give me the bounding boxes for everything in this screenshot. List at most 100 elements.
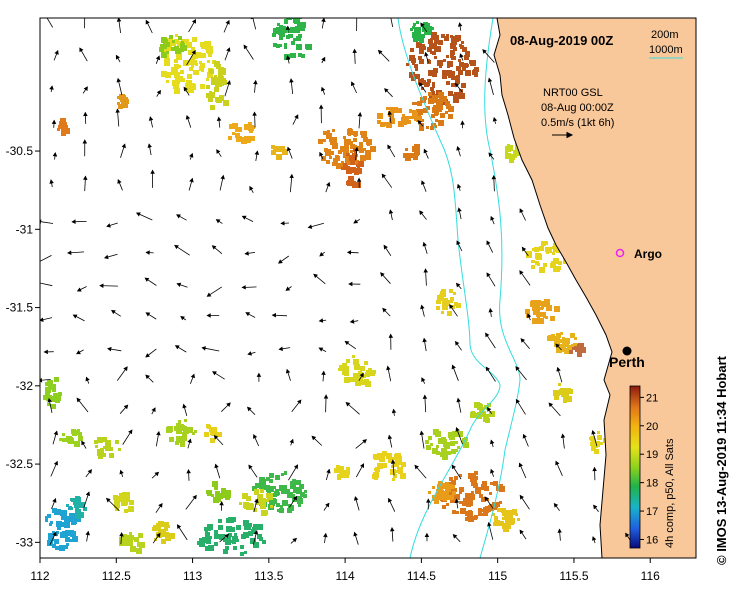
sst-pixel — [427, 60, 431, 64]
sst-pixel — [358, 161, 364, 167]
sst-pixel — [370, 146, 376, 152]
sst-pixel — [223, 549, 228, 554]
sst-pixel — [359, 148, 364, 153]
sst-pixel — [553, 243, 558, 248]
sst-pixel — [441, 289, 446, 294]
sst-pixel — [426, 445, 431, 450]
sst-pixel — [566, 396, 572, 402]
current-vector-head — [214, 463, 219, 469]
sst-pixel — [367, 143, 370, 146]
current-vector-head — [419, 430, 425, 436]
sst-pixel — [452, 488, 456, 492]
sst-pixel — [258, 535, 262, 539]
sst-pixel — [354, 151, 357, 154]
sst-pixel — [412, 26, 415, 29]
sst-pixel — [269, 493, 273, 497]
sst-pixel — [438, 481, 443, 486]
sst-pixel — [207, 525, 212, 530]
sst-pixel — [215, 493, 218, 496]
sst-pixel — [478, 512, 482, 516]
sst-pixel — [456, 511, 459, 514]
sst-pixel — [176, 423, 181, 428]
current-vector-head — [225, 19, 230, 25]
sst-pixel — [206, 539, 211, 544]
sst-pixel — [401, 462, 406, 467]
sst-pixel — [552, 246, 555, 249]
current-vector-head — [278, 346, 283, 351]
sst-pixel — [550, 263, 555, 268]
sst-pixel — [290, 53, 293, 56]
sst-pixel — [214, 530, 218, 534]
current-vector-head — [182, 403, 187, 409]
sst-pixel — [52, 508, 57, 513]
sst-pixel — [79, 513, 84, 518]
sst-pixel — [342, 370, 347, 375]
sst-pixel — [219, 534, 225, 540]
colorbar-tick-label: 19 — [646, 449, 658, 461]
current-vector-head — [253, 434, 258, 439]
sst-pixel — [95, 445, 98, 448]
sst-pixel — [419, 38, 424, 43]
sst-pixel — [60, 118, 66, 124]
current-vector-head — [451, 464, 456, 470]
current-vector-head — [246, 406, 252, 412]
sst-pixel — [284, 43, 287, 46]
sst-pixel — [277, 23, 280, 26]
sst-pixel — [248, 523, 252, 527]
sst-pixel — [206, 85, 210, 89]
sst-pixel — [136, 548, 142, 554]
sst-pixel — [56, 509, 61, 514]
sst-pixel — [455, 449, 458, 452]
sst-pixel — [341, 366, 346, 371]
sst-pixel — [164, 46, 167, 49]
sst-pixel — [274, 491, 279, 496]
current-vector-head — [286, 146, 292, 152]
sst-pixel — [298, 504, 301, 507]
sst-pixel — [492, 505, 497, 510]
sst-pixel — [463, 498, 468, 503]
lat-tick-label: -31.5 — [6, 301, 34, 315]
sst-pixel — [257, 524, 263, 530]
sst-pixel — [45, 387, 51, 393]
sst-pixel — [199, 541, 205, 547]
current-vector-head — [83, 86, 88, 92]
current-vector-head — [83, 12, 86, 15]
sst-pixel — [326, 160, 330, 164]
current-vector-head — [452, 533, 458, 539]
sst-pixel — [458, 59, 461, 62]
current-vector — [46, 18, 54, 28]
sst-pixel — [388, 457, 394, 463]
sst-pixel — [455, 441, 458, 444]
sst-pixel — [444, 36, 449, 41]
sst-pixel — [468, 473, 474, 479]
sst-pixel — [504, 514, 510, 520]
sst-pixel — [223, 100, 229, 106]
sst-pixel — [438, 105, 443, 110]
sst-pixel — [54, 377, 59, 382]
sst-pixel — [232, 132, 235, 135]
sst-pixel — [534, 247, 539, 252]
sst-pixel — [254, 489, 259, 494]
sst-pixel — [438, 40, 443, 45]
sst-pixel — [66, 543, 69, 546]
current-vector-head — [49, 179, 54, 184]
current-vector-head — [83, 175, 88, 180]
sst-pixel — [443, 483, 449, 489]
sst-pixel — [422, 46, 426, 50]
sst-pixel — [218, 525, 223, 530]
sst-pixel — [436, 451, 440, 455]
sst-pixel — [125, 538, 131, 544]
sst-pixel — [113, 495, 118, 500]
sst-pixel — [183, 437, 187, 441]
sst-pixel — [338, 150, 342, 154]
sst-pixel — [412, 114, 417, 119]
sst-pixel — [343, 163, 347, 167]
current-vector-head — [387, 144, 392, 150]
sst-pixel — [221, 68, 226, 73]
sst-pixel — [200, 42, 205, 47]
sst-pixel — [267, 485, 270, 488]
sst-pixel — [452, 510, 456, 514]
sst-pixel — [496, 503, 500, 507]
sst-pixel — [318, 139, 323, 144]
sst-pixel — [346, 181, 350, 185]
